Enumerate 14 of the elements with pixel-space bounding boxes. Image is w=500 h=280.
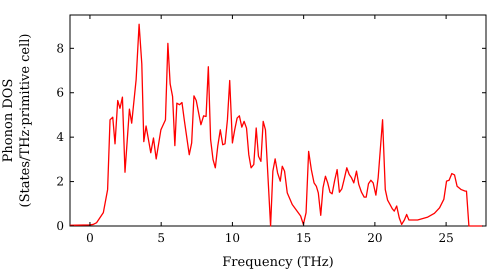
- x-axis-title: Frequency (THz): [222, 255, 334, 270]
- line-series: [69, 24, 484, 227]
- x-tick-label: 5: [157, 231, 165, 245]
- x-tick-label: 15: [296, 231, 312, 245]
- y-tick-label: 8: [56, 41, 64, 56]
- y-axis-title: Phonon DOS (States/THz·primitive cell): [1, 33, 33, 208]
- y-tick-label: 0: [56, 219, 64, 233]
- x-tick-label: 0: [86, 231, 94, 245]
- x-tick-label: 10: [224, 231, 240, 245]
- y-tick-label: 4: [56, 130, 64, 144]
- y-tick-label: 2: [56, 174, 64, 189]
- x-tick-label: 20: [367, 231, 383, 245]
- x-tick-label: 25: [438, 231, 454, 245]
- y-tick-label: 6: [56, 86, 64, 100]
